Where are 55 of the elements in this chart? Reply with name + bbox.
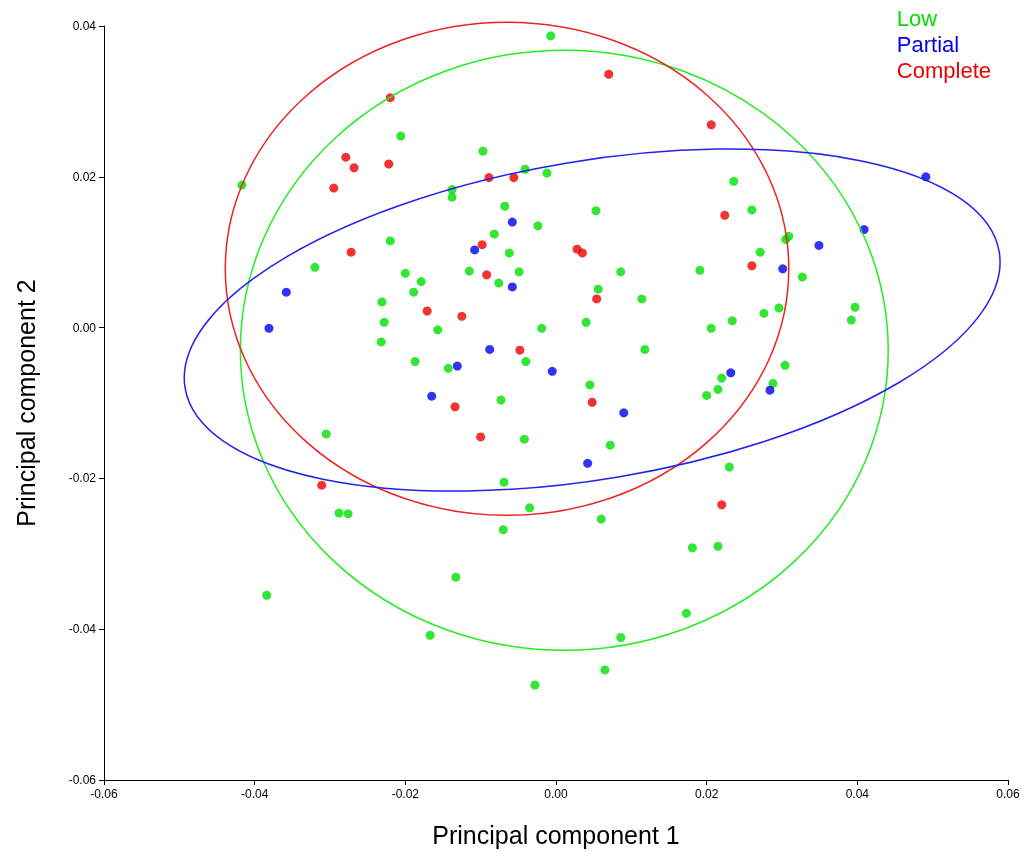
point — [450, 402, 460, 412]
x-tick-label: -0.02 — [391, 787, 420, 801]
text: Low — [896, 5, 938, 31]
point — [507, 282, 517, 292]
y-tick-label: -0.04 — [68, 622, 97, 637]
point — [470, 245, 480, 255]
y-tick-label: 0.02 — [72, 169, 97, 184]
point — [726, 368, 736, 378]
point — [452, 361, 462, 371]
point — [457, 311, 467, 321]
point — [281, 287, 291, 297]
point — [778, 264, 788, 274]
point — [264, 323, 274, 333]
point — [329, 183, 339, 193]
point — [814, 240, 824, 250]
point — [706, 120, 716, 130]
x-tick-label: 0.02 — [694, 787, 719, 801]
x-tick-label: 0.06 — [996, 787, 1020, 801]
point — [747, 261, 757, 271]
point — [349, 163, 359, 173]
point — [583, 458, 593, 468]
point — [547, 366, 557, 376]
point — [577, 248, 587, 258]
point — [765, 385, 775, 395]
point — [341, 152, 351, 162]
point — [384, 159, 394, 169]
point — [482, 270, 492, 280]
point — [509, 173, 519, 183]
point — [604, 69, 614, 79]
y-tick-label: -0.06 — [68, 773, 97, 787]
x-tick-label: -0.06 — [90, 787, 118, 801]
y-axis-title: Principal component 2 — [11, 279, 40, 527]
point — [317, 480, 327, 490]
text: Complete — [896, 57, 991, 83]
point — [720, 210, 730, 220]
point — [717, 500, 727, 510]
point — [422, 306, 432, 316]
point — [485, 344, 495, 354]
point — [427, 391, 437, 401]
point — [592, 294, 602, 304]
point — [476, 432, 486, 442]
y-tick-label: 0.00 — [72, 320, 97, 335]
x-tick-label: -0.04 — [240, 787, 269, 801]
point — [587, 397, 597, 407]
x-tick-label: 0.04 — [845, 787, 870, 801]
text: Partial — [896, 31, 960, 57]
point — [507, 217, 517, 227]
y-tick-label: -0.02 — [68, 471, 97, 486]
point — [515, 345, 525, 355]
point — [346, 247, 356, 257]
y-tick-label: 0.04 — [72, 19, 97, 33]
x-tick-label: 0.00 — [544, 787, 568, 801]
x-axis-title: Principal component 1 — [432, 820, 680, 849]
point — [477, 240, 487, 250]
point — [619, 408, 629, 418]
